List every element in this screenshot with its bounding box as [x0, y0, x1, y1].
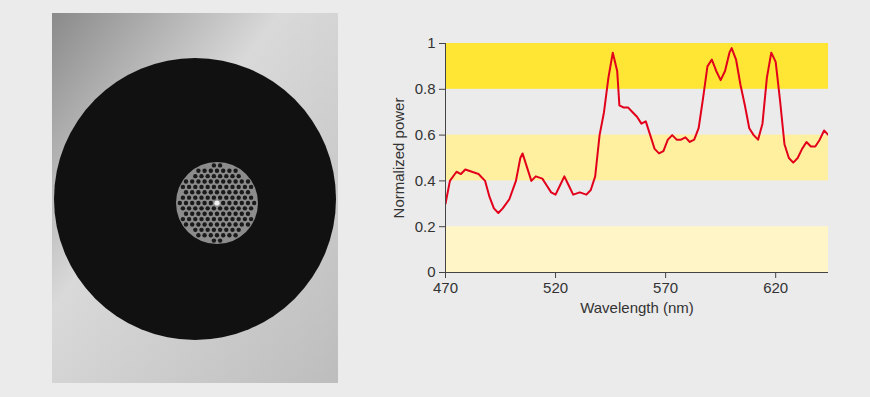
svg-text:0.4: 0.4	[415, 172, 436, 189]
svg-text:0.2: 0.2	[415, 218, 436, 235]
svg-text:Normalized power: Normalized power	[390, 98, 407, 219]
svg-text:620: 620	[763, 279, 788, 296]
svg-text:0.8: 0.8	[415, 80, 436, 97]
svg-text:1: 1	[427, 34, 435, 51]
svg-text:520: 520	[543, 279, 568, 296]
svg-text:470: 470	[433, 279, 458, 296]
svg-text:0: 0	[427, 263, 435, 280]
svg-text:0.6: 0.6	[415, 126, 436, 143]
svg-text:Wavelength (nm): Wavelength (nm)	[580, 299, 694, 316]
svg-text:570: 570	[653, 279, 678, 296]
